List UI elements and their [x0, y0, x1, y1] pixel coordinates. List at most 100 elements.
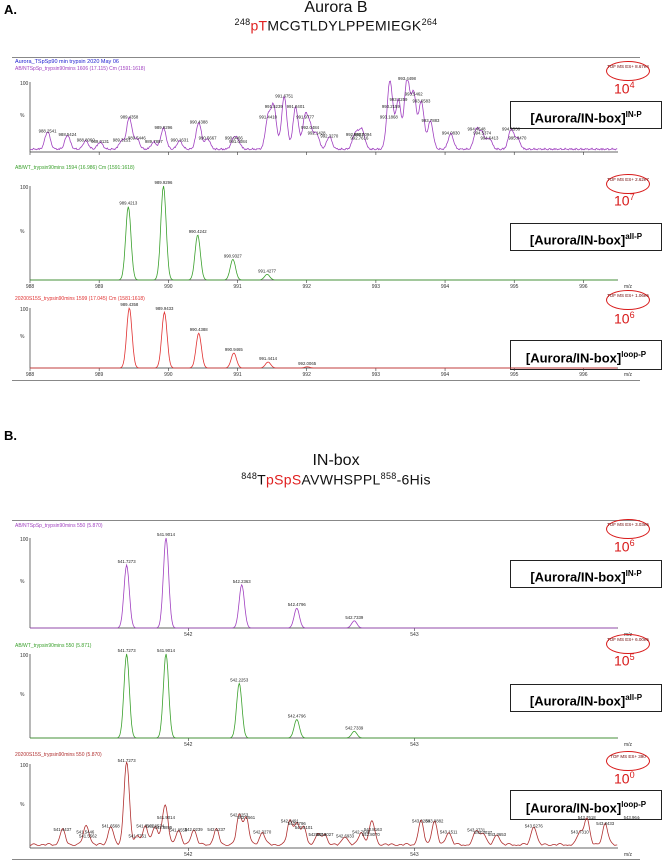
spectrum-line: [30, 80, 618, 151]
spectrum-line: [30, 185, 618, 281]
peak-label: 991.4414: [259, 356, 278, 361]
seq-red: pT: [250, 17, 268, 34]
peak-label: 543.1511: [440, 829, 458, 834]
spectrum-line: [30, 307, 618, 369]
trace-a2-badge: TOF MS ES+ 2.62e7: [606, 174, 650, 194]
peak-label: 543.7618: [578, 815, 597, 820]
x-tick-label: 988: [26, 372, 35, 378]
peak-label: 542.8070: [362, 832, 381, 837]
x-tick-label: 996: [579, 284, 588, 290]
peak-label: 993.4498: [398, 76, 417, 81]
y-tick-label: 100: [20, 185, 29, 191]
peak-label: 994.0830: [442, 131, 461, 136]
peak-label: 988.5424: [59, 132, 78, 137]
peak-label: 542.2253: [230, 813, 249, 818]
peak-label: 541.9014: [157, 815, 176, 820]
x-tick-label: 990: [164, 284, 173, 290]
peak-label: 991.8401: [287, 104, 306, 109]
trace-a2-header: AB/WT_trypsin90mins 1594 (16.986) Cm (15…: [15, 165, 135, 171]
trace-a3-label: [Aurora/IN-box]loop-P: [510, 340, 662, 370]
peak-label: 542.3270: [253, 829, 272, 834]
trace-b2-badge: TOF MS ES+ 6.00e5: [606, 634, 650, 654]
peak-label: 542.7648: [352, 829, 371, 834]
trace-a3-header: 20200S15S_trypsin90mins 1599 (17.045) Cm…: [15, 296, 145, 302]
y-tick-label: %: [20, 113, 25, 119]
trace-a1-badge: TOF MS ES+ 8.67e4: [606, 61, 650, 81]
peak-label: 991.9777: [296, 115, 315, 120]
peak-label: 990.4388: [190, 327, 209, 332]
x-tick-label: 989: [95, 372, 104, 378]
panel-b-letter: B.: [4, 428, 17, 443]
peak-label: 992.8094: [354, 132, 373, 137]
peak-label: 542.0239: [185, 827, 204, 832]
peak-label: 994.6413: [480, 136, 499, 141]
panel-a-title: Aurora B: [304, 0, 368, 16]
peak-label: 541.8895: [154, 825, 173, 830]
x-tick-label: 543: [410, 632, 419, 638]
x-unit-label: m/z: [624, 742, 633, 748]
trace-b3-label: [Aurora/IN-box]loop-P: [510, 790, 662, 820]
panel-a-file-title: Aurora_TSpSp90 min trypsin 2020 May 06: [15, 59, 119, 65]
trace-b1-badge: TOF MS ES+ 3.03e6: [606, 519, 650, 539]
peak-label: 992.1428: [308, 131, 327, 136]
panel-b-sequence: 848TpSpSAVWHSPPL858-6His: [241, 471, 431, 488]
y-tick-label: %: [20, 229, 25, 235]
peak-label: 991.4277: [258, 268, 277, 273]
y-tick-label: %: [20, 692, 25, 698]
peak-label: 542.7339: [345, 615, 364, 620]
chart-a3: 100% 988 989 990 991 992 993 994 995 996 m/z 989.43…: [20, 302, 633, 378]
peak-label: 989.0131: [91, 139, 110, 144]
peak-label: 543.0288: [412, 818, 431, 823]
peak-label: 988.8060: [77, 138, 96, 143]
peak-label: 990.9465: [225, 347, 244, 352]
y-tick-label: 100: [20, 653, 29, 659]
peak-label: 542.4796: [288, 602, 307, 607]
x-tick-label: 990: [164, 372, 173, 378]
peak-label: 989.4358: [120, 115, 139, 120]
trace-a1-exponent: 104: [614, 80, 635, 97]
peak-label: 543.3037: [474, 830, 493, 835]
peak-label: 988.2541: [39, 129, 58, 134]
panel-a-sequence: 248pTMCGTLDYLPPEMIEGK264: [186, 17, 486, 34]
peak-label: 542.2253: [230, 677, 249, 682]
peak-label: 990.9327: [224, 253, 243, 258]
peak-label: 543.7310: [571, 829, 590, 834]
y-tick-label: 100: [20, 307, 29, 313]
peak-label: 993.7883: [421, 118, 440, 123]
x-unit-label: m/z: [624, 284, 633, 290]
x-tick-label: 995: [510, 372, 519, 378]
x-tick-label: 992: [303, 372, 312, 378]
trace-b2-label: [Aurora/IN-box]all-P: [510, 684, 662, 712]
peak-label: 541.6568: [102, 824, 121, 829]
peak-label: 990.1631: [171, 138, 190, 143]
peak-label: 993.1868: [380, 115, 399, 120]
peak-label: 990.4242: [189, 229, 208, 234]
peak-label: 993.3259: [389, 97, 408, 102]
peak-label: 989.4358: [120, 302, 139, 307]
peak-label: 994.9536: [502, 126, 521, 131]
x-tick-label: 993: [372, 372, 381, 378]
x-tick-label: 991: [233, 284, 242, 290]
trace-b1-exponent: 106: [614, 538, 635, 555]
peak-label: 543.5276: [525, 824, 544, 829]
peak-label: 991.0084: [229, 139, 248, 144]
x-tick-label: 993: [372, 284, 381, 290]
peak-label: 989.9433: [155, 306, 174, 311]
peak-label: 541.5562: [79, 834, 98, 839]
chart-b2: 100% 542 543 m/z 541.7273 541.9014 542.2253 542…: [20, 648, 633, 748]
peak-label: 542.2561: [237, 815, 256, 820]
x-unit-label: m/z: [624, 372, 633, 378]
peak-label: 993.5462: [405, 91, 424, 96]
spectrum-line: [30, 537, 618, 629]
peak-label: 541.8102: [136, 824, 155, 829]
spectrum-line: [29, 760, 618, 846]
trace-b2-exponent: 105: [614, 652, 635, 669]
peak-label: 542.4796: [288, 714, 307, 719]
peak-label: 542.4491: [281, 818, 300, 823]
panel-a-frame: [12, 57, 640, 381]
x-tick-label: 543: [410, 742, 419, 748]
peak-label: 992.7616: [350, 136, 369, 141]
x-tick-label: 989: [95, 284, 104, 290]
peak-label: 989.7897: [145, 139, 164, 144]
